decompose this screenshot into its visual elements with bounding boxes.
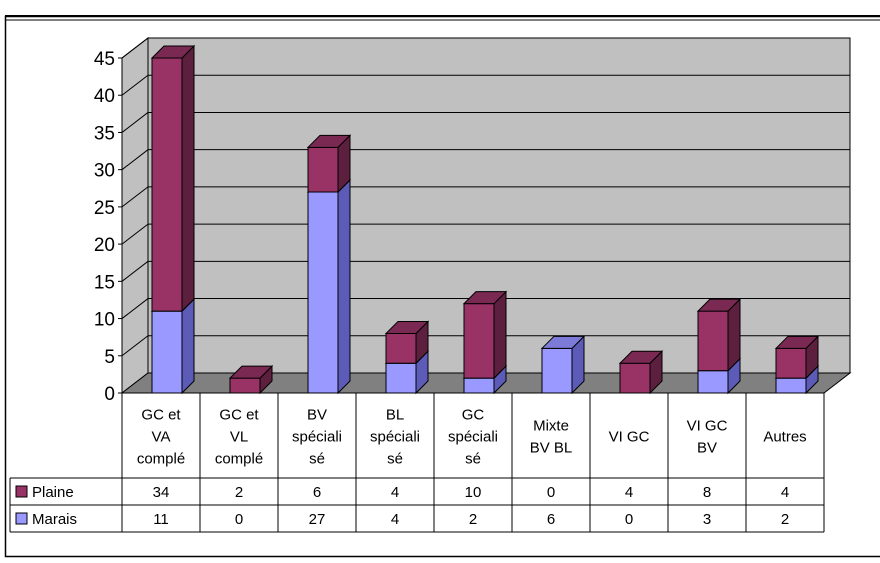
bar-front (542, 348, 572, 393)
table-cell: 34 (153, 484, 170, 501)
category-label: BV (697, 440, 717, 457)
y-tick-label: 30 (94, 161, 115, 182)
bar-front (308, 147, 338, 192)
bar-marais-5 (542, 336, 584, 393)
bar-front (386, 363, 416, 393)
y-tick-label: 40 (94, 86, 115, 107)
table-cell: 4 (781, 484, 789, 501)
y-tick-label: 15 (94, 272, 115, 293)
bar-front (620, 363, 650, 393)
bar-plaine-6 (620, 351, 662, 393)
bar-side (338, 180, 350, 393)
category-label: spéciali (370, 429, 420, 446)
table-cell: 2 (469, 511, 477, 528)
y-tick-label: 0 (104, 384, 115, 405)
table-cell: 6 (313, 484, 321, 501)
bar-front (464, 304, 494, 378)
table-cell: 6 (547, 511, 555, 528)
category-label: spéciali (448, 429, 498, 446)
y-tick-label: 20 (94, 235, 115, 256)
category-label: sé (309, 451, 325, 468)
category-label: Mixte (533, 418, 569, 435)
legend-key-marais (16, 513, 27, 524)
category-label: sé (465, 451, 481, 468)
bar-marais-0 (152, 299, 194, 393)
legend-label-plaine: Plaine (32, 484, 74, 501)
table-cell: 4 (391, 511, 399, 528)
table-cell: 2 (781, 511, 789, 528)
category-label: spéciali (292, 429, 342, 446)
bar-side (494, 292, 506, 378)
bar-side (182, 46, 194, 311)
y-tick-label: 45 (94, 49, 115, 70)
bar-side (182, 299, 194, 393)
table-cell: 27 (309, 511, 326, 528)
bar-marais-2 (308, 180, 350, 393)
bar-front (230, 378, 260, 393)
y-tick-label: 5 (104, 347, 115, 368)
category-label: VA (152, 429, 171, 446)
category-label: BL (386, 407, 404, 424)
bar-front (698, 371, 728, 393)
y-tick-label: 25 (94, 198, 115, 219)
category-label: complé (137, 451, 185, 468)
bar-front (464, 378, 494, 393)
table-cell: 4 (625, 484, 633, 501)
category-label: VI GC (609, 429, 650, 446)
bar-front (386, 333, 416, 363)
category-label: VI GC (687, 418, 728, 435)
bar-plaine-4 (464, 292, 506, 378)
bar-front (152, 58, 182, 311)
bar-plaine-8 (776, 336, 818, 378)
table-cell: 0 (625, 511, 633, 528)
category-label: GC (462, 407, 485, 424)
category-label: Autres (763, 429, 806, 446)
bar-front (776, 378, 806, 393)
bar-plaine-0 (152, 46, 194, 311)
table-cell: 0 (235, 511, 243, 528)
bar-plaine-7 (698, 299, 740, 371)
y-tick-label: 10 (94, 310, 115, 331)
category-label: BV BL (530, 440, 573, 457)
bar-front (698, 311, 728, 371)
table-cell: 3 (703, 511, 711, 528)
table-cell: 11 (153, 511, 169, 528)
legend-key-plaine (16, 486, 27, 497)
bar-plaine-2 (308, 135, 350, 192)
category-label: complé (215, 451, 263, 468)
table-cell: 2 (235, 484, 243, 501)
y-tick-label: 35 (94, 123, 115, 144)
table-cell: 0 (547, 484, 555, 501)
category-label: sé (387, 451, 403, 468)
category-label: GC et (219, 407, 259, 424)
bar-front (152, 311, 182, 393)
table-cell: 8 (703, 484, 711, 501)
table-cell: 4 (391, 484, 399, 501)
bar-plaine-3 (386, 321, 428, 363)
bar-front (308, 192, 338, 393)
category-label: BV (307, 407, 327, 424)
bar-front (776, 348, 806, 378)
table-cell: 10 (465, 484, 482, 501)
category-label: GC et (141, 407, 181, 424)
legend-label-marais: Marais (32, 511, 77, 528)
side-wall (122, 38, 148, 393)
category-label: VL (230, 429, 248, 446)
